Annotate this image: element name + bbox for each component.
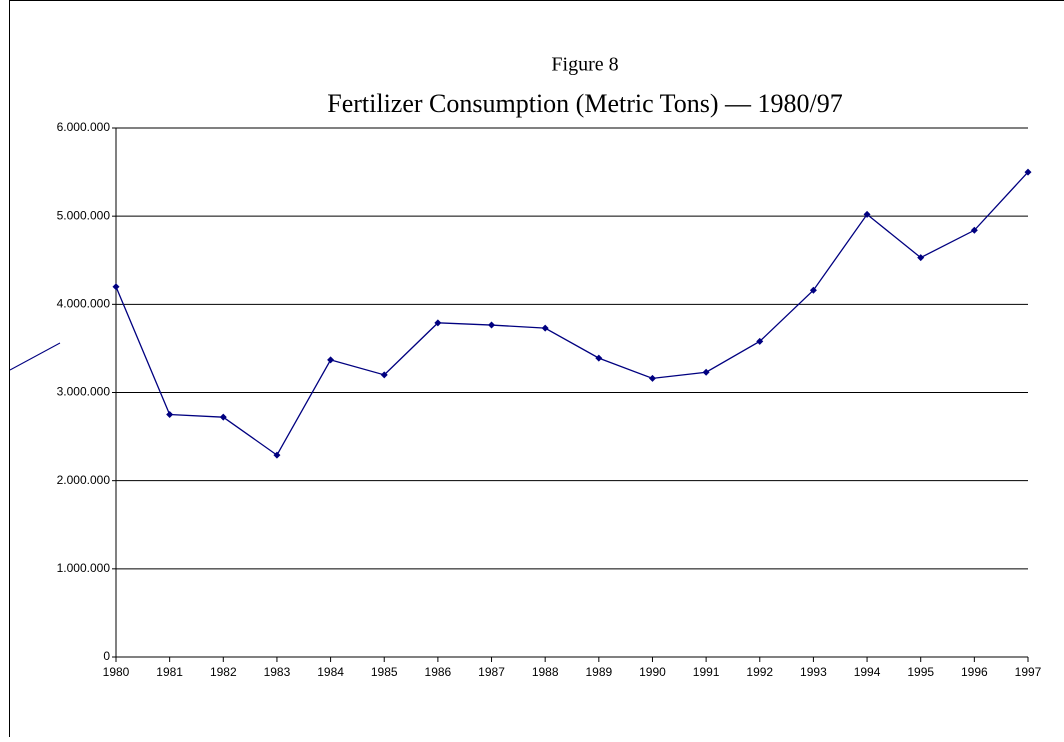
- x-tick-label: 1987: [478, 665, 505, 679]
- y-tick-label: 6.000.000: [57, 120, 111, 134]
- x-tick-label: 1991: [693, 665, 720, 679]
- x-tick-label: 1997: [1015, 665, 1042, 679]
- x-tick-label: 1994: [854, 665, 881, 679]
- stray-line: [10, 343, 60, 370]
- y-tick-label: 4.000.000: [57, 297, 111, 311]
- x-tick-label: 1988: [532, 665, 559, 679]
- x-tick-label: 1989: [585, 665, 612, 679]
- x-tick-label: 1993: [800, 665, 827, 679]
- data-marker: [327, 356, 334, 363]
- x-tick-label: 1996: [961, 665, 988, 679]
- data-marker: [649, 375, 656, 382]
- x-tick-label: 1982: [210, 665, 237, 679]
- y-tick-label: 1.000.000: [57, 561, 111, 575]
- y-tick-label: 0: [103, 649, 110, 663]
- x-tick-label: 1985: [371, 665, 398, 679]
- chart-subtitle: Fertilizer Consumption (Metric Tons) — 1…: [327, 89, 842, 118]
- y-tick-label: 5.000.000: [57, 208, 111, 222]
- data-marker: [595, 355, 602, 362]
- x-tick-label: 1986: [425, 665, 452, 679]
- x-tick-label: 1980: [103, 665, 130, 679]
- data-marker: [113, 283, 120, 290]
- x-tick-label: 1981: [156, 665, 183, 679]
- x-tick-label: 1995: [907, 665, 934, 679]
- x-tick-label: 1984: [317, 665, 344, 679]
- data-marker: [166, 411, 173, 418]
- y-tick-label: 3.000.000: [57, 385, 111, 399]
- x-tick-label: 1990: [639, 665, 666, 679]
- x-tick-label: 1983: [264, 665, 291, 679]
- x-tick-label: 1992: [746, 665, 773, 679]
- series-line: [116, 172, 1028, 455]
- data-marker: [542, 325, 549, 332]
- data-marker: [703, 369, 710, 376]
- y-tick-label: 2.000.000: [57, 473, 111, 487]
- data-marker: [488, 322, 495, 329]
- chart-title: Figure 8: [551, 54, 618, 76]
